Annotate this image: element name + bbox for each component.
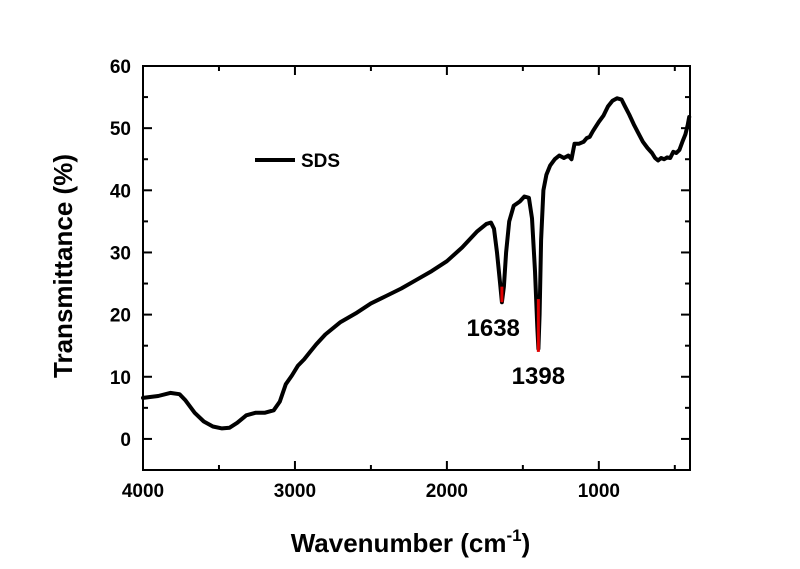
x-axis-title-end: ) bbox=[522, 528, 531, 558]
peak-label-1638: 1638 bbox=[467, 315, 520, 342]
x-axis-title-superscript: -1 bbox=[506, 526, 521, 545]
y-tick-label: 40 bbox=[110, 181, 131, 202]
y-tick-label: 50 bbox=[110, 119, 131, 140]
plot-frame bbox=[142, 65, 691, 471]
y-tick-label: 20 bbox=[110, 306, 131, 327]
x-axis-title-main: Wavenumber (cm bbox=[291, 528, 507, 558]
y-axis-title: Transmittance (%) bbox=[48, 154, 78, 378]
series-line-sds bbox=[141, 96, 692, 431]
legend-label-sds: SDS bbox=[301, 151, 340, 172]
axis-titles: Wavenumber (cm-1) Transmittance (%) bbox=[48, 154, 530, 558]
y-tick-label: 60 bbox=[110, 57, 131, 78]
x-tick-label: 4000 bbox=[122, 481, 164, 502]
plot-area bbox=[142, 65, 691, 471]
x-axis-title: Wavenumber (cm-1) bbox=[291, 526, 531, 558]
annotation-layer: 1638 1398 bbox=[467, 286, 565, 390]
x-tick-label: 2000 bbox=[426, 481, 468, 502]
y-tick-label: 30 bbox=[110, 243, 131, 264]
y-tick-label: 0 bbox=[120, 430, 131, 451]
x-tick-label: 1000 bbox=[578, 481, 620, 502]
legend: SDS bbox=[255, 151, 340, 172]
peak-label-1398: 1398 bbox=[512, 363, 565, 390]
x-tick-label: 3000 bbox=[274, 481, 316, 502]
axis-ticks: 4000 3000 2000 1000 0 10 20 30 40 50 60 bbox=[110, 57, 690, 502]
y-tick-label: 10 bbox=[110, 368, 131, 389]
series-layer bbox=[141, 96, 692, 431]
